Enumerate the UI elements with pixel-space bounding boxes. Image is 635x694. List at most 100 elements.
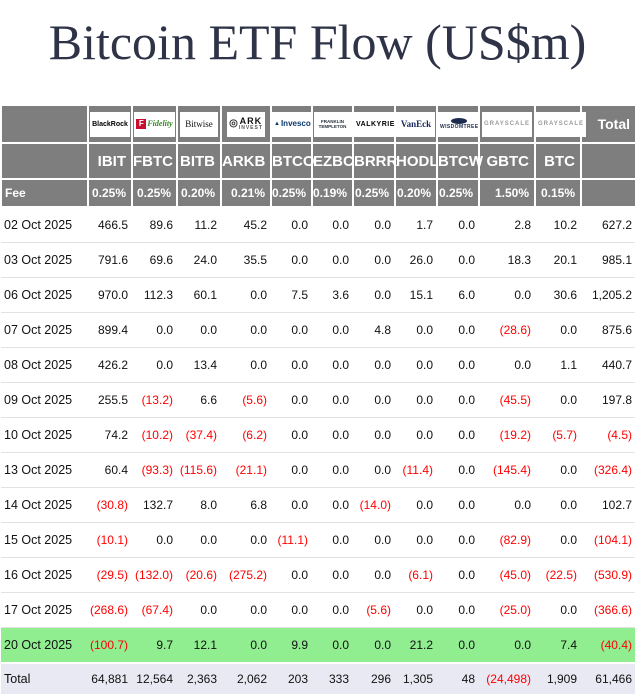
value-cell: 0.0 — [353, 522, 395, 558]
total-row-label: Total — [1, 663, 88, 694]
ticker-header-gbtc: GBTC — [478, 142, 536, 180]
date-cell: 14 Oct 2025 — [1, 487, 88, 523]
table-row: 17 Oct 2025 (268.6) (67.4) 0.0 0.0 0.0 0.0 (5.6… — [1, 592, 635, 628]
row-total-cell: (326.4) — [581, 452, 635, 488]
value-cell: 0.0 — [312, 522, 353, 558]
row-total-cell: 440.7 — [581, 347, 635, 383]
value-cell: (37.4) — [177, 417, 221, 453]
value-cell: (45.0) — [479, 557, 535, 593]
row-total-cell: 102.7 — [581, 487, 635, 523]
value-cell: 0.0 — [353, 417, 395, 453]
value-cell: (6.1) — [395, 557, 437, 593]
ticker-header-btcw: BTCW — [436, 142, 483, 180]
provider-logo-bitwise: Bitwise — [176, 104, 222, 144]
value-cell: 74.2 — [88, 417, 132, 453]
fee-row-total-spacer — [580, 178, 635, 208]
value-cell: 26.0 — [395, 242, 437, 278]
column-total-cell: 333 — [312, 663, 353, 694]
value-cell: 13.4 — [177, 347, 221, 383]
value-cell: 0.0 — [271, 592, 312, 628]
value-cell: 1.1 — [535, 347, 581, 383]
value-cell: 0.0 — [221, 312, 271, 348]
value-cell: 0.0 — [535, 312, 581, 348]
row-total-cell: (366.6) — [581, 592, 635, 628]
value-cell: 0.0 — [535, 452, 581, 488]
date-cell: 06 Oct 2025 — [1, 277, 88, 313]
value-cell: 0.0 — [395, 522, 437, 558]
value-cell: 0.0 — [312, 347, 353, 383]
column-total-cell: 48 — [437, 663, 479, 694]
value-cell: 0.0 — [437, 382, 479, 418]
fee-value-brrr: 0.25% — [352, 178, 396, 208]
ticker-header-btco: BTCO — [270, 142, 315, 180]
row-total-cell: 1,205.2 — [581, 277, 635, 313]
value-cell: (11.1) — [271, 522, 312, 558]
value-cell: (45.5) — [479, 382, 535, 418]
value-cell: 0.0 — [535, 592, 581, 628]
fee-row: Fee 0.25% 0.25% 0.20% 0.21% 0.25% 0.19% 0.25% 0… — [0, 178, 635, 208]
provider-logo-vaneck: VanEck — [394, 104, 438, 144]
table-row: 16 Oct 2025 (29.5) (132.0) (20.6) (275.2) 0.0… — [1, 557, 635, 593]
value-cell: 2.8 — [479, 207, 535, 243]
date-cell: 16 Oct 2025 — [1, 557, 88, 593]
fee-value-btc: 0.15% — [534, 178, 582, 208]
value-cell: (11.4) — [395, 452, 437, 488]
value-cell: (145.4) — [479, 452, 535, 488]
value-cell: 12.1 — [177, 627, 221, 664]
value-cell: 0.0 — [395, 487, 437, 523]
date-cell: 03 Oct 2025 — [1, 242, 88, 278]
fee-value-gbtc: 1.50% — [478, 178, 536, 208]
value-cell: 0.0 — [353, 207, 395, 243]
date-cell: 02 Oct 2025 — [1, 207, 88, 243]
column-total-cell: 296 — [353, 663, 395, 694]
provider-logo-grayscale: GRAYSCALE — [534, 104, 586, 144]
table-row-highlighted: 20 Oct 2025 (100.7) 9.7 12.1 0.0 9.9 0.0 0.0 21.… — [1, 627, 635, 664]
date-cell: 07 Oct 2025 — [1, 312, 88, 348]
value-cell: 10.2 — [535, 207, 581, 243]
fidelity-f-icon: F — [136, 119, 147, 129]
value-cell: 3.6 — [312, 277, 353, 313]
value-cell: 0.0 — [437, 417, 479, 453]
value-cell: 132.7 — [132, 487, 177, 523]
value-cell: 35.5 — [221, 242, 271, 278]
value-cell: 11.2 — [177, 207, 221, 243]
date-cell: 09 Oct 2025 — [1, 382, 88, 418]
value-cell: 6.8 — [221, 487, 271, 523]
date-cell: 13 Oct 2025 — [1, 452, 88, 488]
value-cell: 15.1 — [395, 277, 437, 313]
fee-value-hodl: 0.20% — [394, 178, 438, 208]
value-cell: 0.0 — [271, 557, 312, 593]
value-cell: (13.2) — [132, 382, 177, 418]
value-cell: 970.0 — [88, 277, 132, 313]
value-cell: (275.2) — [221, 557, 271, 593]
fee-value-btco: 0.25% — [270, 178, 313, 208]
provider-logo-grayscale: GRAYSCALE — [478, 104, 536, 144]
value-cell: 0.0 — [177, 312, 221, 348]
row-total-cell: (530.9) — [581, 557, 635, 593]
fee-value-btcw: 0.25% — [436, 178, 480, 208]
value-cell: (14.0) — [353, 487, 395, 523]
value-cell: 9.7 — [132, 627, 177, 664]
value-cell: 0.0 — [271, 382, 312, 418]
value-cell: 21.2 — [395, 627, 437, 664]
value-cell: 0.0 — [395, 382, 437, 418]
table-row: 15 Oct 2025 (10.1) 0.0 0.0 0.0 (11.1) 0.0 0.0 0.… — [1, 522, 635, 558]
value-cell: 0.0 — [271, 487, 312, 523]
value-cell: 0.0 — [221, 627, 271, 664]
value-cell: (93.3) — [132, 452, 177, 488]
value-cell: 0.0 — [437, 487, 479, 523]
value-cell: 30.6 — [535, 277, 581, 313]
value-cell: 466.5 — [88, 207, 132, 243]
value-cell: 0.0 — [312, 452, 353, 488]
date-cell: 15 Oct 2025 — [1, 522, 88, 558]
row-total-cell: (104.1) — [581, 522, 635, 558]
value-cell: 0.0 — [312, 312, 353, 348]
value-cell: 0.0 — [221, 277, 271, 313]
value-cell: 0.0 — [437, 347, 479, 383]
grand-total-cell: 61,466 — [581, 663, 635, 694]
ticker-header-brrr: BRRR — [352, 142, 397, 180]
value-cell: 791.6 — [88, 242, 132, 278]
value-cell: 0.0 — [353, 452, 395, 488]
value-cell: 0.0 — [437, 312, 479, 348]
value-cell: 0.0 — [271, 207, 312, 243]
